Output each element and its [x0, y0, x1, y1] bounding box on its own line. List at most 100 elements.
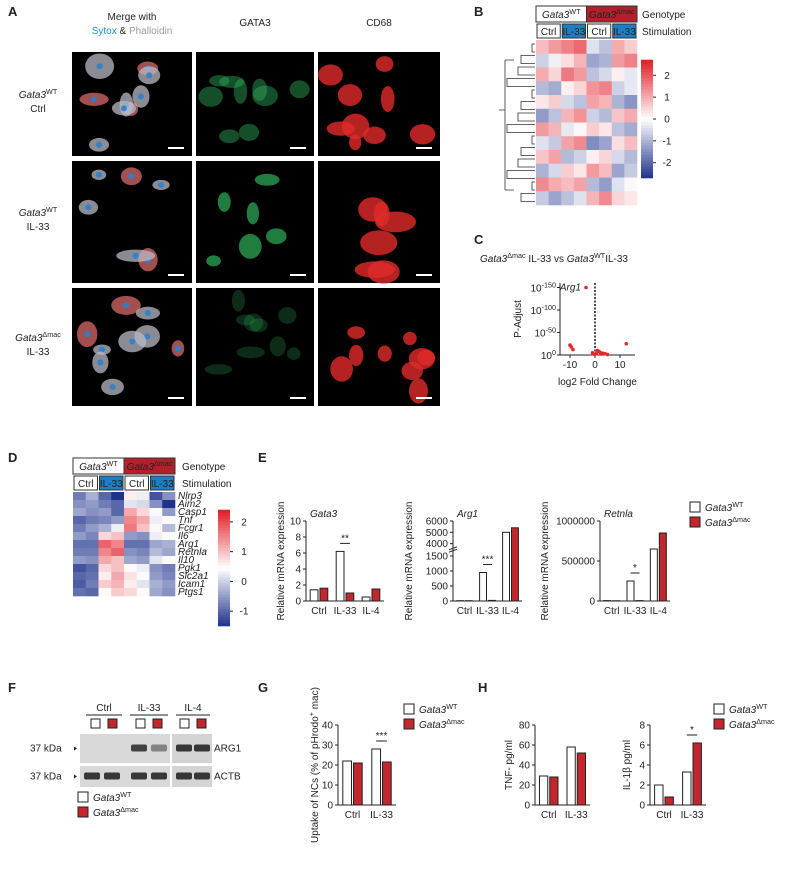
- text-part: Δmac: [756, 717, 775, 726]
- heat-cell: [611, 163, 625, 178]
- y-axis-label: P-Adjust: [513, 300, 524, 338]
- heat-cell: [573, 177, 587, 192]
- dendrogram: [506, 170, 535, 179]
- dendrogram: [531, 43, 535, 53]
- colorbar-step: [641, 130, 653, 135]
- heat-cell: [111, 556, 125, 565]
- cell: [209, 75, 230, 87]
- heat-cell: [624, 177, 638, 192]
- dendrogram: [531, 89, 535, 99]
- text-part: Gata3: [567, 254, 595, 265]
- heat-cell: [599, 95, 613, 110]
- y-tick-label: 2: [639, 781, 645, 792]
- heat-cell: [162, 492, 176, 501]
- heat-cell: [548, 108, 562, 123]
- heat-cell: [136, 556, 150, 565]
- heat-cell: [611, 81, 625, 96]
- colorbar-step: [218, 521, 230, 525]
- y-tick-label: 6: [639, 741, 645, 752]
- bar: [502, 531, 511, 602]
- gene-label: Fcgr1: [178, 523, 204, 534]
- stimulation-label: Ctrl: [541, 27, 557, 38]
- heat-cell: [149, 532, 163, 541]
- colorbar-step: [218, 573, 230, 577]
- bar: [382, 761, 392, 806]
- heat-cell: [573, 122, 587, 137]
- heat-cell: [73, 556, 87, 565]
- y-tick-label: 40: [322, 721, 334, 732]
- tick-exponent: 0: [552, 348, 556, 357]
- nucleus: [99, 346, 106, 353]
- colorbar-step: [218, 567, 230, 572]
- colorbar-step: [218, 550, 230, 554]
- cell: [337, 84, 363, 106]
- colorbar-step: [641, 59, 653, 64]
- gene-label: Icam1: [178, 579, 205, 590]
- colorbar-step: [641, 101, 653, 105]
- rich-text: Gata3Δmac: [93, 805, 139, 819]
- y-tick-label: 4: [639, 761, 645, 772]
- y-tick-label: 500: [431, 582, 448, 593]
- text-part: WT: [446, 702, 458, 711]
- gene-label: Pgk1: [178, 563, 201, 574]
- colorbar-step: [641, 127, 653, 132]
- stimulation-label: Ctrl: [129, 479, 145, 490]
- heat-cell: [573, 136, 587, 151]
- text-part: WT: [107, 459, 119, 468]
- colorbar-step: [218, 619, 230, 624]
- significance: *: [690, 725, 694, 736]
- nucleus: [84, 331, 91, 338]
- bar: [692, 742, 702, 806]
- heat-cell: [85, 532, 99, 541]
- colorbar-step: [218, 527, 230, 531]
- bar: [576, 752, 586, 806]
- gene-label: Slc2a1: [178, 571, 209, 582]
- cell: [360, 230, 398, 256]
- text-part: Gata3: [705, 503, 733, 514]
- heat-cell: [98, 524, 112, 533]
- y-tick-label: 4: [295, 565, 301, 576]
- colorbar-step: [641, 62, 653, 67]
- heat-cell: [124, 516, 138, 525]
- cell: [238, 233, 262, 259]
- heat-cell: [624, 122, 638, 137]
- heat-cell: [162, 532, 176, 541]
- y-tick-label: 0: [442, 597, 448, 608]
- heat-cell: [136, 548, 150, 557]
- heat-cell: [573, 81, 587, 96]
- cell: [363, 126, 386, 145]
- heat-cell: [149, 564, 163, 573]
- y-tick-label: 30: [322, 741, 334, 752]
- rich-text: Gata3Δmac: [15, 330, 61, 344]
- gene-label: Retnla: [178, 547, 207, 558]
- legend-swatch: [403, 703, 415, 715]
- bar: [371, 748, 381, 806]
- colorbar-step: [218, 605, 230, 609]
- heat-cell: [548, 40, 562, 55]
- colorbar-step: [641, 68, 653, 73]
- point: [569, 345, 574, 349]
- colorbar-step: [218, 579, 230, 583]
- colorbar-step: [218, 608, 230, 612]
- tick-base: 10: [530, 284, 542, 295]
- legend-swatch: [713, 718, 725, 730]
- bar: [479, 572, 488, 602]
- x-tick-label: IL-33: [681, 810, 704, 821]
- header-label: Stimulation: [642, 27, 691, 38]
- y-tick-label: 0: [589, 597, 595, 608]
- nucleus: [128, 173, 135, 180]
- text-part: Gata3: [93, 808, 121, 819]
- colorbar-step: [641, 74, 653, 78]
- legend-swatch: [77, 791, 89, 803]
- heat-cell: [162, 540, 176, 549]
- stimulation-box: [124, 475, 149, 491]
- heat-cell: [536, 177, 549, 192]
- colorbar-step: [641, 136, 653, 140]
- heat-cell: [162, 580, 176, 589]
- text-part: Gata3: [729, 720, 757, 731]
- panel-label: D: [8, 450, 17, 465]
- cell: [198, 86, 223, 107]
- y-tick-label: 40: [519, 761, 531, 772]
- cell: [219, 75, 245, 88]
